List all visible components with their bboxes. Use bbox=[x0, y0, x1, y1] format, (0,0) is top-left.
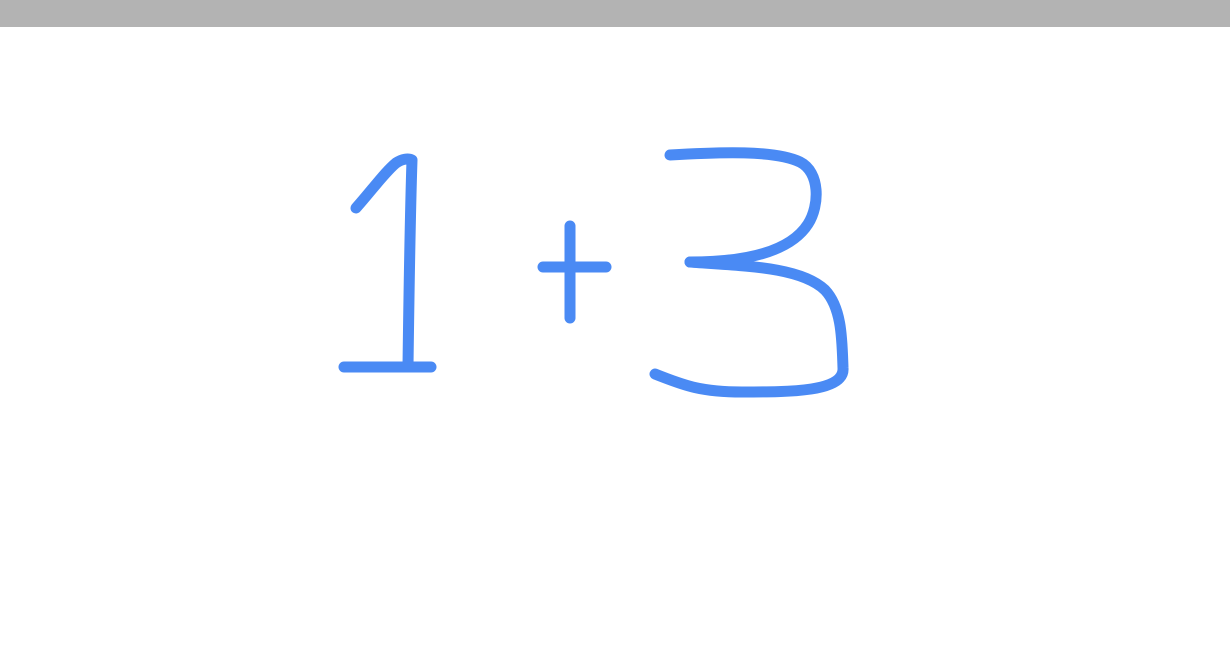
handwritten-expression bbox=[338, 147, 849, 398]
handwritten-digit-one bbox=[338, 153, 437, 373]
digit-three-lower-stroke bbox=[649, 256, 849, 398]
top-toolbar bbox=[0, 0, 1230, 27]
digit-one-stroke bbox=[350, 153, 418, 372]
digit-three-upper-stroke bbox=[664, 147, 822, 268]
drawing-canvas[interactable] bbox=[0, 27, 1230, 670]
handwritten-plus-sign bbox=[537, 220, 612, 324]
handwritten-digit-three bbox=[649, 147, 849, 398]
